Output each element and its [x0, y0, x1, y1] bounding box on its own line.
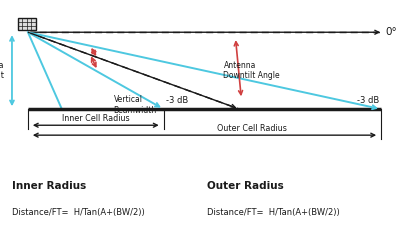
Text: Inner Radius: Inner Radius [12, 181, 86, 191]
Text: Vertical
Beamwidth: Vertical Beamwidth [114, 95, 157, 115]
Text: Distance/FT=  H/Tan(A+(BW/2)): Distance/FT= H/Tan(A+(BW/2)) [12, 208, 145, 217]
Text: Antenna
Downtilt Angle: Antenna Downtilt Angle [223, 61, 280, 80]
Text: Distance/FT=  H/Tan(A+(BW/2)): Distance/FT= H/Tan(A+(BW/2)) [207, 208, 340, 217]
Text: -3 dB: -3 dB [166, 96, 188, 105]
Text: 0°: 0° [386, 27, 397, 37]
Text: Outer Radius: Outer Radius [207, 181, 284, 191]
Text: Inner Cell Radius: Inner Cell Radius [62, 114, 130, 123]
Text: Antenna
Height: Antenna Height [0, 61, 4, 80]
Text: Outer Cell Radius: Outer Cell Radius [217, 124, 287, 133]
Text: -3 dB: -3 dB [357, 96, 379, 105]
Bar [18, 18, 36, 30]
